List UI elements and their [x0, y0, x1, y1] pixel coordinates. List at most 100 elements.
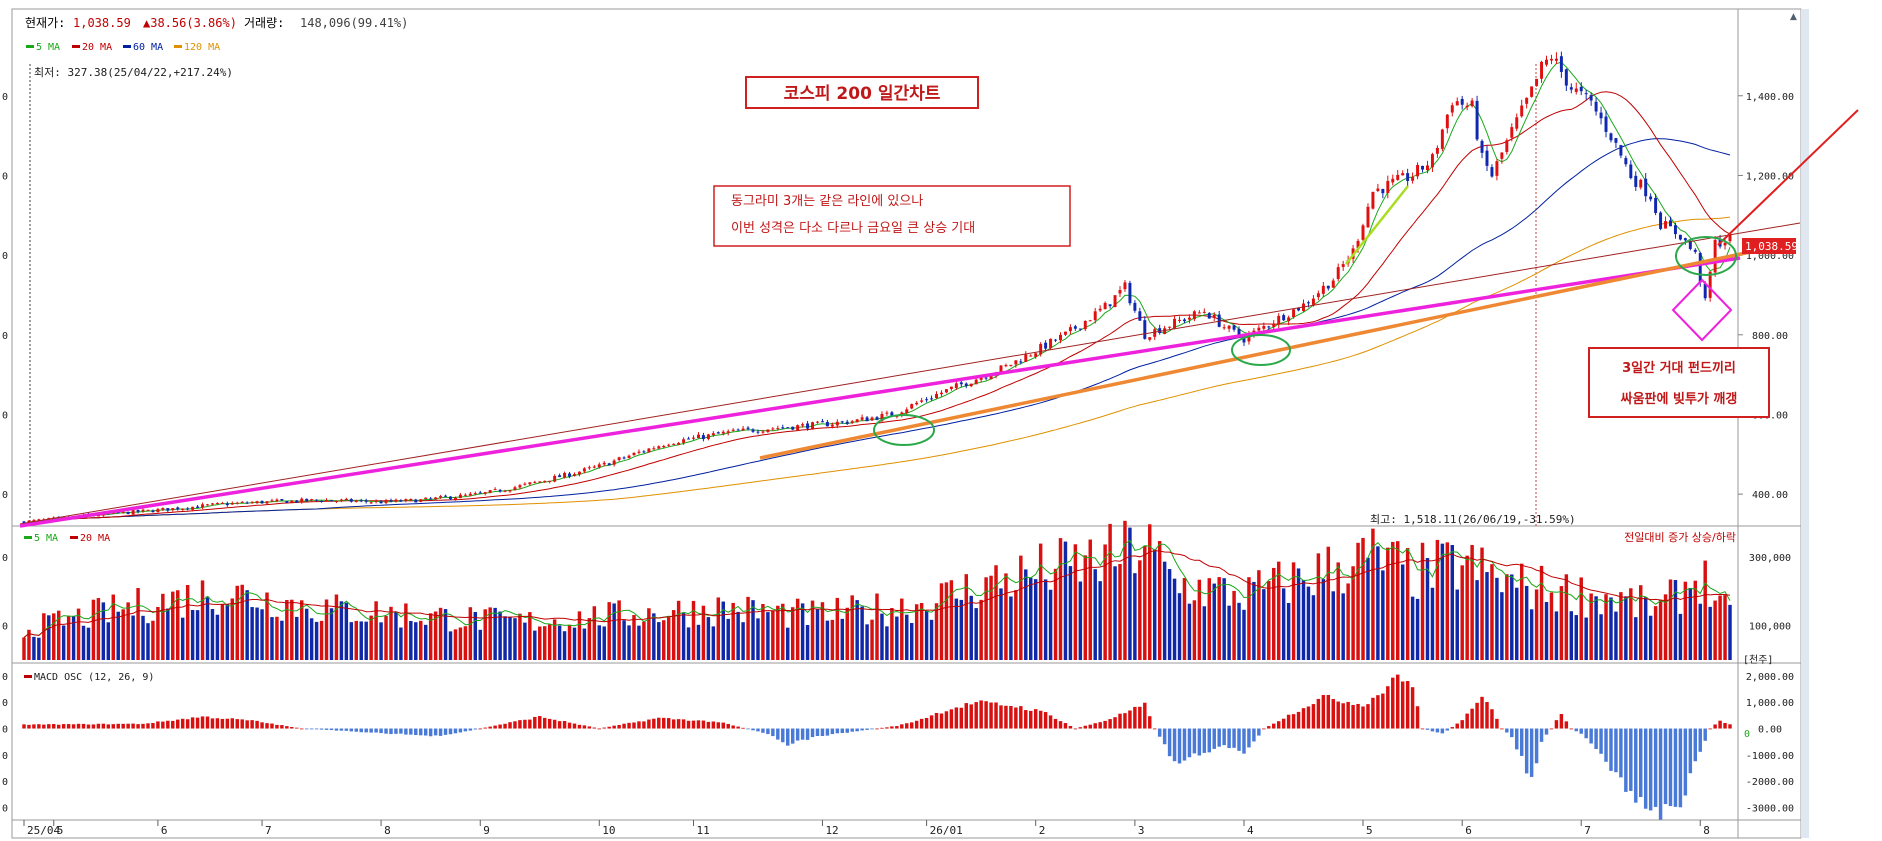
volume-bar [582, 628, 587, 660]
volume-bar [657, 622, 661, 660]
volume-bar [751, 600, 755, 660]
macd-bar [686, 720, 691, 729]
volume-bar [1366, 557, 1370, 660]
macd-bar [428, 728, 433, 737]
volume-bar [1475, 580, 1479, 660]
macd-bar [1053, 718, 1058, 729]
volume-bar [314, 621, 319, 660]
macd-bar [701, 720, 706, 729]
volume-bar [1148, 524, 1152, 660]
candle-body [310, 499, 314, 501]
candle-body [1564, 69, 1568, 86]
candle-body [1510, 127, 1514, 138]
macd-bar [384, 728, 388, 734]
macd-bar [850, 728, 854, 732]
left-axis-fragment: 0 [2, 92, 8, 103]
volume-bar [215, 614, 220, 660]
candle-body [394, 499, 398, 502]
candle-body [1604, 116, 1608, 132]
candle-body [553, 475, 557, 482]
candle-body [1272, 323, 1276, 327]
macd-bar [1172, 728, 1177, 762]
macd-bar [711, 721, 716, 729]
macd-bar [1465, 713, 1469, 729]
macd-bar [994, 702, 998, 729]
macd-bar [508, 722, 512, 729]
date-tick-label: 2 [1039, 824, 1046, 837]
macd-bar [647, 719, 651, 729]
volume-bar [607, 602, 611, 660]
volume-bar [557, 625, 562, 660]
candle-body [1465, 105, 1469, 108]
candle-body [979, 377, 983, 380]
candle-body [513, 487, 517, 490]
macd-bar [1252, 728, 1256, 742]
macd-bar [146, 723, 150, 729]
left-axis-fragments: 0 0 0 0 0 0 0 0 0 0 0 0 0 0 [2, 92, 8, 815]
date-axis: 25/045 6 7 8 9 10 11 12 26/01 2 3 4 5 6 7 8 [23, 820, 1710, 837]
vertical-scrollbar[interactable] [1801, 9, 1809, 838]
candle-body [969, 383, 973, 387]
macd-bar [736, 726, 740, 729]
macd-bar [329, 728, 334, 731]
volume-bar [855, 600, 859, 660]
candle-body [776, 428, 780, 430]
volume-bar [1539, 565, 1544, 660]
volume-bar [1083, 555, 1088, 660]
macd-bar [1202, 728, 1207, 753]
volume-bar [1296, 568, 1301, 660]
candle-body [1430, 154, 1434, 168]
candle-body [1108, 304, 1112, 307]
volume-bar [969, 595, 973, 660]
macd-bar [364, 728, 368, 733]
candle-body [468, 493, 472, 496]
volume-bar [909, 623, 914, 660]
macd-bar [671, 719, 676, 729]
macd-bar [1177, 728, 1182, 764]
macd-bar [1480, 696, 1484, 729]
volume-bar [468, 607, 473, 660]
volume-bar [131, 615, 135, 660]
left-axis-fragment: 0 [2, 410, 8, 421]
candle-body [369, 502, 373, 504]
candle-body [766, 429, 770, 432]
volume-bar [929, 619, 934, 660]
volume-bar [617, 600, 621, 660]
volume-bar [334, 594, 339, 660]
candle-body [840, 421, 844, 423]
macd-bar [37, 724, 41, 729]
candle-body [1554, 58, 1558, 61]
macd-bar [1445, 728, 1450, 731]
macd-bar [1133, 706, 1137, 729]
volume-bar [1356, 542, 1360, 660]
macd-bar [1078, 727, 1083, 729]
macd-bar [1693, 728, 1698, 762]
candle-body [806, 423, 810, 429]
volume-bar [528, 612, 532, 660]
macd-bar [592, 727, 597, 729]
scroll-up-icon[interactable]: ▲ [1790, 12, 1797, 22]
macd-bar [1475, 702, 1479, 729]
volume-bar [1143, 545, 1147, 660]
macd-bar [1723, 723, 1727, 729]
volume-bar [1202, 606, 1207, 660]
volume-bar [587, 618, 592, 660]
volume-bar [1242, 609, 1246, 660]
candle-body [582, 468, 586, 472]
candle-body [1401, 173, 1405, 176]
volume-bar [1624, 596, 1628, 660]
volume-bar [999, 588, 1003, 660]
macd-bar [1083, 725, 1088, 729]
macd-bar [1594, 728, 1598, 750]
candle-body [1664, 221, 1668, 229]
volume-bar [1252, 581, 1256, 660]
volume-bar [1410, 596, 1415, 660]
volume-bar [260, 609, 264, 660]
volume-bar [1470, 544, 1474, 660]
candle-body [339, 499, 343, 501]
macd-bar [964, 703, 968, 729]
date-tick-label: 10 [602, 824, 615, 837]
macd-bar [1296, 711, 1301, 729]
candle-body [1098, 308, 1102, 311]
volume-bar [538, 626, 542, 660]
